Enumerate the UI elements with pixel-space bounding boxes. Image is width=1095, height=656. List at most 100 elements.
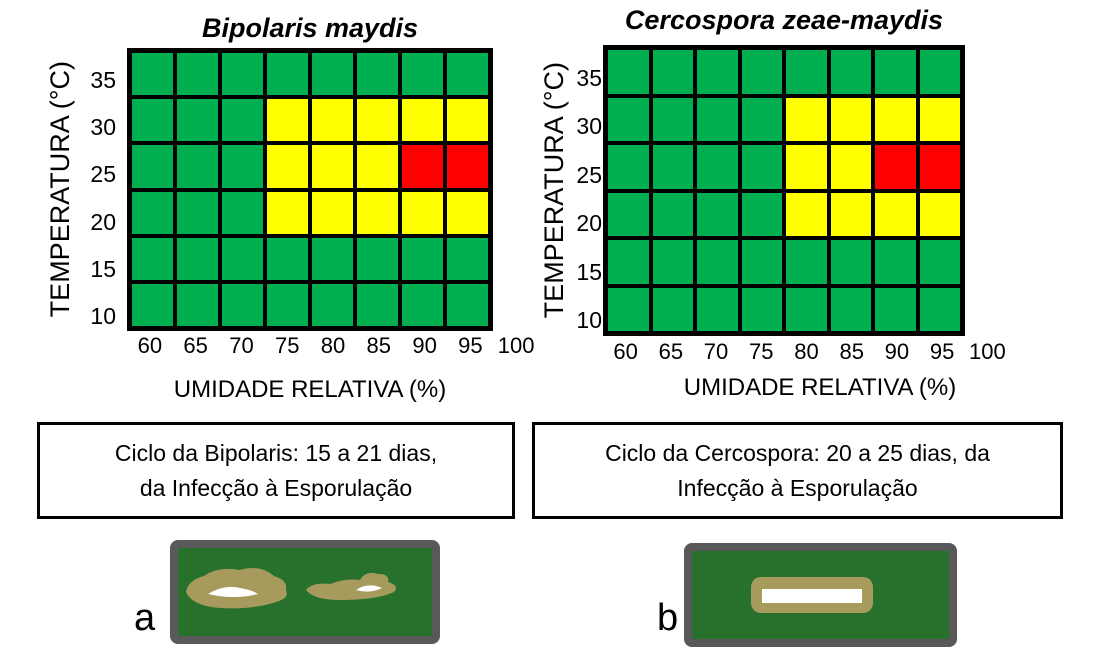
heatmap-cell [177,99,218,142]
x-axis-ticks: 60 65 70 75 80 85 90 95 100 [603,339,1010,365]
heatmap-cell [741,97,782,141]
x-tick-label: 90 [412,333,437,358]
figure-b-label: b [657,597,679,639]
heatmap-cell [697,192,738,236]
heatmap-cell [357,145,398,188]
heatmap-cell [267,53,308,96]
heatmap-cell [786,145,827,189]
heatmap-cell [741,192,782,236]
chart-title: Cercospora zeae-maydis [624,5,944,35]
heatmap-cell [830,240,871,284]
x-tick-label: 80 [320,333,346,358]
heatmap-cell [608,192,649,236]
heatmap-cell [608,145,649,189]
y-axis-ticks: 35 30 25 20 15 10 [568,45,604,336]
y-tick-label: 10 [90,302,116,329]
heatmap-cell [786,50,827,94]
x-tick-label: 70 [703,339,729,364]
heatmap-cell [222,99,263,142]
y-tick-label: 35 [576,64,602,91]
heatmap-cell [402,237,443,280]
heatmap-cell [741,240,782,284]
caption-line: Ciclo da Cercospora: 20 a 25 dias, da [605,439,990,466]
heatmap-cell [697,50,738,94]
heatmap-cell [267,237,308,280]
heatmap-cell [132,283,173,326]
heatmap-cell [222,191,263,234]
heatmap-cell [830,97,871,141]
heatmap-cell [177,191,218,234]
heatmap-cell [741,50,782,94]
y-tick-label: 10 [576,307,602,334]
lesion-shapes-svg [186,568,396,609]
x-tick-label: 60 [137,333,163,358]
lesion-rect-center [762,589,862,603]
heatmap-cell [875,240,916,284]
heatmap-cell [132,99,173,142]
heatmap-cell [132,237,173,280]
heatmap-cell [447,53,488,96]
heatmap-cell [697,97,738,141]
lesion-blob-right [306,572,396,600]
figure-a-label: a [134,597,156,639]
heatmap-cell [652,287,693,331]
lesion-center-right [356,585,382,592]
heatmap-cell [447,145,488,188]
heatmap-cell [786,97,827,141]
x-axis-label: UMIDADE RELATIVA (%) [683,374,957,401]
heatmap-cell [652,192,693,236]
heatmap-cell [830,145,871,189]
heatmap-cell [267,99,308,142]
heatmap-cell [222,145,263,188]
heatmap-cell [267,283,308,326]
heatmap-cell [177,237,218,280]
heatmap-cell [919,50,960,94]
y-tick-label: 20 [576,210,602,237]
heatmap-cell [741,287,782,331]
heatmap-cell [919,287,960,331]
x-tick-label: 75 [749,339,774,364]
x-axis-ticks: 60 65 70 75 80 85 90 95 100 [127,333,539,359]
cercospora-lesion-illustration [684,543,957,647]
x-tick-label: 90 [884,339,910,364]
y-tick-label: 25 [90,161,116,188]
heatmap-cell [652,97,693,141]
x-tick-label: 85 [366,333,392,358]
y-axis-ticks: 35 30 25 20 15 10 [76,48,118,331]
x-tick-label: 65 [183,333,208,358]
bipolaris-lesion-illustration [170,540,440,644]
heatmap-cell [741,145,782,189]
heatmap-cell [652,145,693,189]
heatmap-cell [919,97,960,141]
heatmap-cell [357,283,398,326]
heatmap-cell [402,283,443,326]
heatmap-cell [697,287,738,331]
heatmap-cell [312,99,353,142]
heatmap-cell [875,97,916,141]
y-tick-label: 20 [90,208,116,235]
heatmap-grid [603,45,965,336]
heatmap-cell [177,145,218,188]
heatmap-cell [357,53,398,96]
x-axis-label: UMIDADE RELATIVA (%) [173,376,447,403]
x-tick-label: 75 [274,333,300,358]
y-tick-label: 15 [576,258,602,285]
caption-line: Ciclo da Bipolaris: 15 a 21 dias, [114,439,438,466]
heatmap-cell [357,99,398,142]
heatmap-cell [830,192,871,236]
heatmap-cell [447,191,488,234]
heatmap-cell [608,240,649,284]
y-tick-label: 30 [576,113,602,140]
heatmap-cell [786,287,827,331]
heatmap-cell [402,53,443,96]
heatmap-cell [447,99,488,142]
lesion-center-left [208,586,258,597]
bipolaris-cycle-caption-box: Ciclo da Bipolaris: 15 a 21 dias, da Inf… [37,422,515,519]
heatmap-cell [222,237,263,280]
heatmap-cell [312,237,353,280]
heatmap-cell [875,145,916,189]
heatmap-cell [312,53,353,96]
heatmap-cell [267,191,308,234]
heatmap-cell [830,50,871,94]
